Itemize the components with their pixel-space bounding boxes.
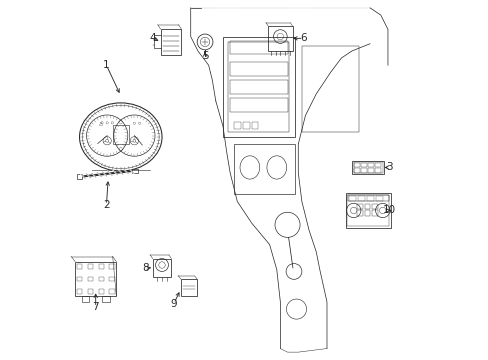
Bar	[353, 168, 360, 173]
Bar	[357, 211, 363, 216]
Bar	[230, 80, 287, 94]
Text: 10: 10	[383, 206, 395, 216]
Text: 4: 4	[149, 33, 156, 43]
Bar	[301, 45, 359, 132]
Bar	[364, 204, 369, 209]
Bar	[77, 277, 81, 281]
Bar	[228, 42, 289, 132]
Text: 9: 9	[170, 299, 177, 309]
Bar	[233, 144, 294, 194]
Bar	[371, 204, 377, 209]
Bar	[160, 29, 181, 55]
Bar	[371, 211, 377, 216]
Bar	[81, 296, 89, 302]
Bar	[102, 296, 109, 302]
Bar	[77, 265, 81, 269]
Bar	[353, 162, 382, 173]
Bar	[109, 289, 114, 293]
Text: 7: 7	[92, 302, 99, 312]
Bar	[234, 122, 241, 129]
Bar	[367, 163, 373, 167]
Bar	[109, 277, 114, 281]
Bar	[87, 265, 93, 269]
Bar	[77, 289, 81, 293]
Bar	[358, 196, 364, 201]
Text: 2: 2	[103, 200, 109, 210]
Bar	[223, 37, 294, 137]
Bar	[345, 193, 390, 228]
Bar	[367, 168, 373, 173]
Bar	[99, 265, 103, 269]
Bar	[113, 125, 128, 144]
Text: 5: 5	[202, 51, 208, 61]
Bar	[109, 265, 114, 269]
Bar	[230, 98, 287, 112]
Bar	[181, 279, 197, 296]
Bar	[251, 122, 258, 129]
Bar	[152, 258, 171, 277]
Bar	[361, 168, 366, 173]
Bar	[364, 211, 369, 216]
Bar	[99, 277, 103, 281]
Bar	[346, 195, 388, 226]
Bar	[361, 163, 366, 167]
Bar	[87, 289, 93, 293]
Bar	[366, 196, 373, 201]
Bar	[267, 26, 292, 50]
Bar	[374, 163, 380, 167]
Text: 3: 3	[386, 162, 392, 172]
Bar	[230, 41, 287, 54]
Bar	[376, 196, 382, 201]
Bar	[99, 289, 103, 293]
Bar	[347, 195, 388, 201]
Bar	[349, 196, 355, 201]
Text: 6: 6	[300, 33, 306, 43]
Bar	[374, 168, 380, 173]
Bar	[87, 277, 93, 281]
Bar	[77, 174, 82, 179]
Bar	[230, 62, 287, 76]
Text: 1: 1	[103, 60, 109, 70]
Bar	[352, 161, 383, 174]
Bar	[353, 163, 360, 167]
Bar	[75, 262, 116, 296]
Bar	[132, 169, 138, 173]
Text: 8: 8	[142, 263, 149, 273]
Bar	[357, 204, 363, 209]
Bar	[243, 122, 249, 129]
